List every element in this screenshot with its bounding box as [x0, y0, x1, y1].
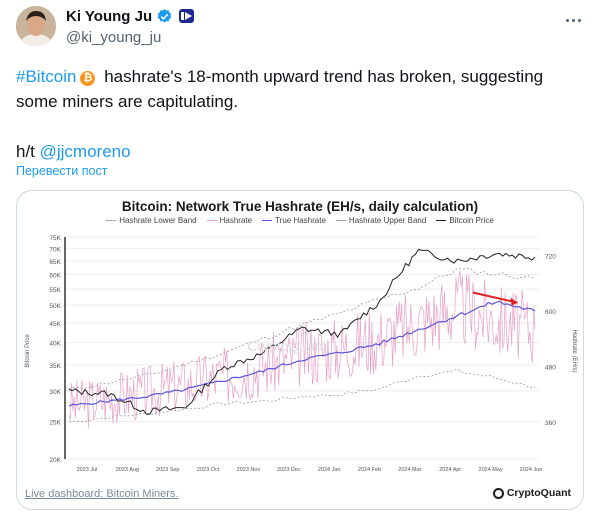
y-tick-label: 45K	[49, 321, 61, 328]
x-tick-label: 2024 Jan	[318, 467, 341, 473]
x-tick-label: 2023 Nov	[237, 467, 261, 473]
y-tick-label: 40K	[49, 341, 61, 348]
hashrate-chart: 75K 70K 65K 60K 55K 50K 45K 40K 35K 30K 25K 20K 720 6…	[25, 235, 577, 473]
cryptoquant-watermark: CryptoQuant	[247, 338, 326, 354]
ht-prefix: h/t	[16, 142, 40, 161]
x-tick-label: 2024 Mar	[398, 467, 421, 473]
tweet-spacer	[16, 114, 584, 139]
hashtag-link[interactable]: #Bitcoin	[16, 67, 77, 86]
series-lower-band	[68, 368, 535, 423]
author-block: Ki Young Ju @ki_young_ju	[66, 6, 195, 50]
y2-tick-label: 480	[545, 365, 556, 372]
y-tick-label: 25K	[49, 420, 61, 427]
x-tick-label: 2024 Jun	[520, 467, 543, 473]
author-handle[interactable]: @ki_young_ju	[66, 29, 162, 46]
legend-item: Hashrate Upper Band	[335, 216, 426, 225]
y2-axis-label: Hashrate (EH/s)	[571, 329, 577, 372]
y-tick-label: 60K	[49, 272, 61, 279]
tweet-text: #Bitcoin ₿ hashrate's 18-month upward tre…	[16, 64, 584, 164]
author-name[interactable]: Ki Young Ju	[66, 7, 153, 25]
x-tick-label: 2024 Apr	[439, 467, 461, 473]
tweet-line-2: some miners are capitulating.	[16, 92, 239, 111]
x-tick-label: 2023 Aug	[116, 467, 139, 473]
cryptoquant-icon	[492, 487, 504, 499]
x-tick-label: 2024 Feb	[358, 467, 381, 473]
author-avatar[interactable]	[16, 6, 56, 46]
y-tick-label: 65K	[49, 259, 61, 266]
tweet-line-3: h/t @jjcmoreno	[16, 139, 584, 164]
x-tick-label: 2023 Sep	[156, 467, 180, 473]
x-tick-label: 2023 Jul	[77, 467, 98, 473]
chart-legend: Hashrate Lower Band Hashrate True Hashra…	[17, 216, 583, 225]
series-hashrate	[68, 270, 536, 428]
y2-tick-label: 600	[545, 309, 556, 316]
mention-link[interactable]: @jjcmoreno	[39, 142, 131, 161]
legend-item: Hashrate	[206, 216, 252, 225]
tweet-line-1: #Bitcoin ₿ hashrate's 18-month upward tre…	[16, 64, 584, 89]
x-tick-label: 2023 Oct	[197, 467, 220, 473]
y2-tick-label: 720	[545, 254, 556, 261]
trend-arrow-icon	[472, 291, 518, 304]
cryptoquant-logo: CryptoQuant	[492, 487, 571, 499]
trend-arrowhead-icon	[510, 297, 518, 306]
y-tick-label: 55K	[49, 287, 61, 294]
more-options-icon[interactable]	[563, 12, 583, 28]
series-upper-band	[68, 267, 536, 390]
legend-item: Bitcoin Price	[436, 216, 494, 225]
x-tick-label: 2024 May	[479, 467, 503, 473]
y-tick-label: 35K	[49, 363, 61, 370]
y-axis-label: Bitcoin Price	[25, 334, 31, 368]
x-tick-label: 2023 Dec	[277, 467, 301, 473]
legend-item: True Hashrate	[262, 216, 326, 225]
legend-item: Hashrate Lower Band	[106, 216, 197, 225]
translate-post-link[interactable]: Перевести пост	[16, 164, 108, 178]
y2-tick-label: 360	[545, 420, 556, 427]
verified-badge-icon	[156, 8, 173, 25]
chart-title: Bitcoin: Network True Hashrate (EH/s, da…	[121, 199, 479, 214]
y-tick-label: 20K	[49, 457, 61, 464]
avatar-portrait	[16, 6, 56, 46]
y-tick-label: 70K	[49, 247, 61, 254]
affiliation-badge-icon[interactable]	[179, 9, 195, 23]
dashboard-link[interactable]: Live dashboard: Bitcoin Miners.	[25, 488, 179, 500]
y-tick-label: 75K	[49, 235, 61, 242]
y-tick-label: 50K	[49, 303, 61, 310]
y-tick-label: 30K	[49, 389, 61, 396]
series-true-hashrate	[68, 300, 536, 407]
bitcoin-emoji-icon: ₿	[80, 71, 96, 86]
series-bitcoin-price	[68, 248, 536, 415]
media-card[interactable]: Bitcoin: Network True Hashrate (EH/s, da…	[16, 190, 584, 510]
tweet-line-1-text: hashrate's 18-month upward trend has bro…	[99, 67, 544, 86]
